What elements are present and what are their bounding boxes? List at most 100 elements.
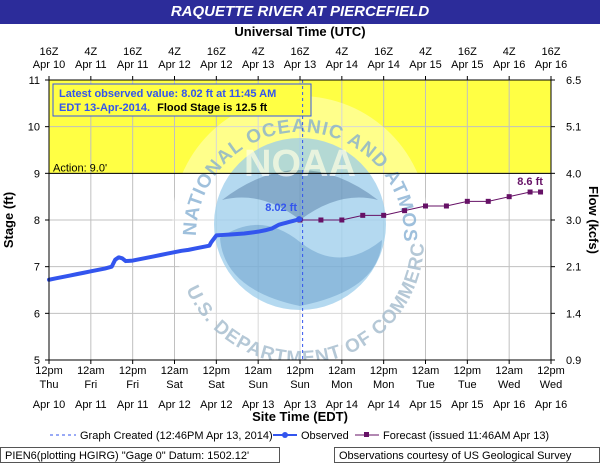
info-flood-stage: Flood Stage is 12.5 ft bbox=[157, 102, 267, 114]
forecast-point bbox=[527, 189, 533, 195]
info-date: EDT 13-Apr-2014. bbox=[59, 102, 150, 114]
top-tick-date: Apr 16 bbox=[493, 59, 525, 71]
observed-line bbox=[47, 217, 302, 282]
bottom-tick-date: Apr 15 bbox=[409, 399, 441, 411]
bottom-tick-date: Apr 12 bbox=[158, 399, 190, 411]
top-tick-label: 4Z bbox=[335, 46, 348, 58]
top-tick-label: 16Z bbox=[374, 46, 393, 58]
bottom-tick-day: Thu bbox=[40, 379, 59, 391]
forecast-point bbox=[443, 203, 449, 209]
top-tick-date: Apr 12 bbox=[158, 59, 190, 71]
chart-title: RAQUETTE RIVER AT PIERCEFIELD bbox=[0, 0, 600, 24]
legend-observed: Observed bbox=[301, 430, 349, 442]
bottom-tick-time: 12am bbox=[244, 365, 272, 377]
bottom-tick-date: Apr 13 bbox=[284, 399, 316, 411]
bottom-tick-date: Apr 14 bbox=[367, 399, 399, 411]
forecast-point bbox=[485, 198, 491, 204]
hydrograph-chart: NATIONAL OCEANIC AND ATMOSPHERIC ADMINIS… bbox=[1, 24, 600, 442]
action-label: Action: 9.0' bbox=[53, 162, 107, 174]
bottom-tick-date: Apr 13 bbox=[242, 399, 274, 411]
bottom-tick-day: Tue bbox=[458, 379, 477, 391]
bottom-tick-time: 12am bbox=[161, 365, 189, 377]
forecast-point bbox=[506, 194, 512, 200]
top-tick-date: Apr 14 bbox=[326, 59, 358, 71]
bottom-tick-time: 12am bbox=[328, 365, 356, 377]
top-axis-title: Universal Time (UTC) bbox=[234, 24, 365, 39]
info-box: Latest observed value: 8.02 ft at 11:45 … bbox=[52, 83, 312, 117]
forecast-point bbox=[423, 203, 428, 209]
forecast-point bbox=[402, 208, 408, 214]
right-tick-label: 1.4 bbox=[566, 308, 581, 320]
bottom-tick-day: Fri bbox=[84, 379, 97, 391]
top-tick-label: 16Z bbox=[207, 46, 226, 58]
bottom-tick-time: 12pm bbox=[119, 365, 147, 377]
forecast-point bbox=[538, 189, 544, 195]
left-tick-label: 9 bbox=[34, 168, 40, 180]
left-tick-label: 5 bbox=[34, 355, 40, 367]
bottom-tick-day: Sun bbox=[248, 379, 268, 391]
series-layer bbox=[47, 189, 544, 282]
bottom-tick-day: Wed bbox=[540, 379, 562, 391]
observed-value-label: 8.02 ft bbox=[265, 202, 297, 214]
top-tick-date: Apr 14 bbox=[367, 59, 399, 71]
left-tick-label: 11 bbox=[29, 75, 40, 87]
right-axis-ticks: 0.9 1.4 2.1 3.0 4.0 5.1 6.5 bbox=[551, 75, 581, 367]
legend-forecast: Forecast (issued 11:46AM Apr 13) bbox=[383, 430, 549, 442]
forecast-point bbox=[339, 217, 345, 223]
bottom-tick-day: Mon bbox=[331, 379, 352, 391]
bottom-tick-time: 12am bbox=[77, 365, 105, 377]
right-axis-title: Flow (kcfs) bbox=[586, 186, 600, 254]
bottom-tick-time: 12pm bbox=[454, 365, 482, 377]
info-latest: Latest observed value: 8.02 ft at 11:45 … bbox=[59, 88, 276, 100]
bottom-tick-day: Sat bbox=[166, 379, 183, 391]
bottom-tick-time: 12pm bbox=[35, 365, 63, 377]
top-tick-label: 4Z bbox=[503, 46, 516, 58]
top-tick-label: 16Z bbox=[291, 46, 310, 58]
bottom-tick-day: Sun bbox=[290, 379, 310, 391]
left-axis-ticks: 5 6 7 8 9 10 11 bbox=[28, 75, 49, 367]
bottom-tick-date: Apr 12 bbox=[200, 399, 232, 411]
footer-credit: Observations courtesy of US Geological S… bbox=[334, 447, 600, 463]
left-tick-label: 8 bbox=[34, 215, 40, 227]
observed-point bbox=[296, 216, 303, 223]
forecast-value-label: 8.6 ft bbox=[517, 176, 543, 188]
left-tick-label: 10 bbox=[28, 122, 40, 134]
bottom-tick-time: 12am bbox=[495, 365, 523, 377]
top-tick-date: Apr 12 bbox=[200, 59, 232, 71]
top-tick-date: Apr 15 bbox=[451, 59, 483, 71]
bottom-axis-ticks: 12pm Thu Apr 10 12am Fri Apr 11 12pm Fri Apr 11 1… bbox=[33, 360, 567, 411]
legend-observed-marker bbox=[282, 432, 288, 438]
bottom-axis-title: Site Time (EDT) bbox=[252, 409, 348, 424]
top-tick-date: Apr 11 bbox=[75, 59, 107, 71]
right-tick-label: 5.1 bbox=[566, 122, 581, 134]
bottom-tick-date: Apr 16 bbox=[493, 399, 525, 411]
footer-datum: PIEN6(plotting HGIRG) "Gage 0" Datum: 15… bbox=[0, 447, 280, 463]
right-tick-label: 0.9 bbox=[566, 355, 581, 367]
bottom-tick-time: 12pm bbox=[370, 365, 398, 377]
top-tick-date: Apr 10 bbox=[33, 59, 65, 71]
bottom-tick-date: Apr 16 bbox=[535, 399, 567, 411]
top-tick-label: 4Z bbox=[168, 46, 181, 58]
forecast-point bbox=[381, 212, 387, 218]
right-tick-label: 2.1 bbox=[566, 262, 581, 274]
right-tick-label: 4.0 bbox=[566, 168, 581, 180]
bottom-tick-day: Wed bbox=[498, 379, 520, 391]
bottom-tick-time: 12pm bbox=[203, 365, 231, 377]
top-tick-label: 16Z bbox=[40, 46, 59, 58]
top-tick-label: 16Z bbox=[458, 46, 477, 58]
bottom-tick-day: Mon bbox=[373, 379, 394, 391]
legend: Graph Created (12:46PM Apr 13, 2014) Obs… bbox=[50, 430, 549, 442]
bottom-tick-date: Apr 14 bbox=[326, 399, 358, 411]
watermark-noaa-text: NOAA bbox=[244, 143, 356, 185]
top-tick-date: Apr 11 bbox=[117, 59, 149, 71]
top-tick-date: Apr 13 bbox=[242, 59, 274, 71]
left-tick-label: 6 bbox=[34, 308, 40, 320]
bottom-tick-day: Fri bbox=[126, 379, 139, 391]
bottom-tick-day: Sat bbox=[208, 379, 225, 391]
forecast-point bbox=[464, 198, 470, 204]
left-axis-title: Stage (ft) bbox=[1, 192, 16, 248]
bottom-tick-day: Tue bbox=[416, 379, 435, 391]
top-tick-label: 4Z bbox=[419, 46, 432, 58]
bottom-tick-date: Apr 11 bbox=[75, 399, 107, 411]
bottom-tick-date: Apr 11 bbox=[117, 399, 149, 411]
